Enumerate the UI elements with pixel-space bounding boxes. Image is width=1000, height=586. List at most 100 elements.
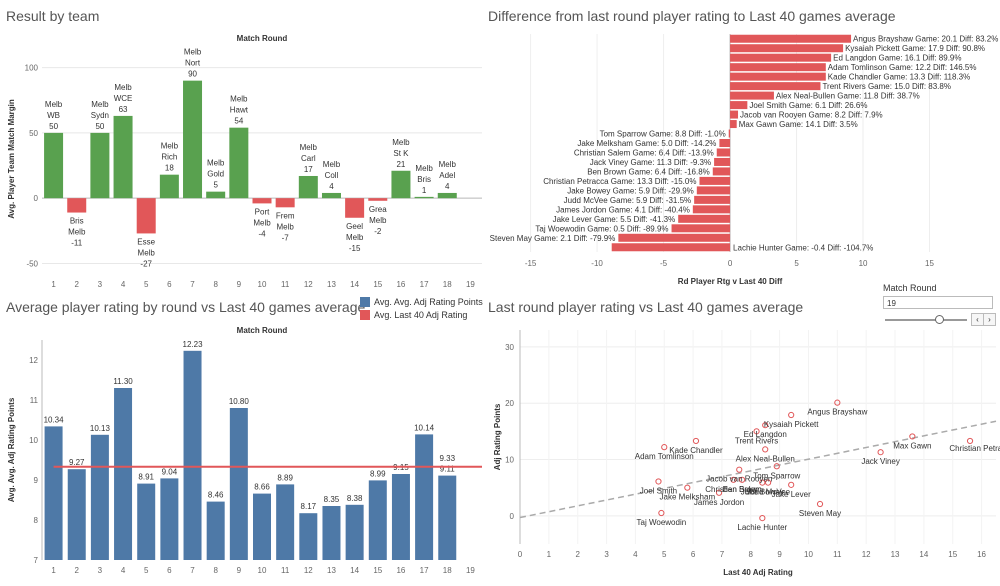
chart3-ytick: 12: [29, 356, 38, 365]
chart3-xtick: 12: [304, 566, 313, 575]
chart3-bar-label: 8.17: [301, 502, 317, 511]
chart1-bar-label: Geel: [346, 222, 363, 231]
chart2-bar-label: Trent Rivers Game: 15.0 Diff: 83.8%: [822, 82, 951, 91]
chart4-point: [762, 446, 769, 453]
chart4-point: [759, 479, 766, 486]
chart1-bar-label: Grea: [369, 205, 387, 214]
chart4-point: [788, 481, 795, 488]
chart2-bar-label: James Jordon Game: 4.1 Diff: -40.4%: [556, 205, 690, 214]
chart4-point: [684, 484, 691, 491]
chart1-bar-label: Melb: [91, 100, 109, 109]
chart2-bar: [730, 120, 737, 129]
chart3-subtitle: Match Round: [237, 326, 288, 335]
chart2-bar-label: Kade Chandler Game: 13.3 Diff: 118.3%: [828, 73, 970, 82]
chart4-xtick: 16: [977, 550, 986, 559]
chart3-bar-label: 9.27: [69, 458, 85, 467]
chart1-xtick: 11: [281, 280, 290, 289]
chart3-bar-label: 8.91: [138, 473, 154, 482]
chart1-bar-label: Bris: [70, 217, 84, 226]
chart2-bar: [678, 214, 731, 223]
chart4-ytick: 10: [505, 456, 514, 465]
chart3-xtick: 2: [75, 566, 80, 575]
chart1-ylabel: Avg. Player Team Match Margin: [7, 99, 16, 219]
chart1-xtick: 4: [121, 280, 126, 289]
chart3-bar: [322, 506, 341, 560]
chart4-ytick: 0: [510, 512, 515, 521]
chart3-bar: [183, 350, 202, 560]
chart2-bar: [714, 157, 731, 166]
chart4-xtick: 1: [547, 550, 552, 559]
chart2-bar-label: Jacob van Rooyen Game: 8.2 Diff: 7.9%: [740, 111, 883, 120]
chart3-bar-label: 10.14: [414, 423, 435, 432]
chart2-bar: [719, 139, 731, 147]
chart1-xtick: 13: [327, 280, 336, 289]
chart4-xtick: 3: [604, 550, 609, 559]
chart4-ytick: 30: [505, 343, 514, 352]
chart1-bar-label: Rich: [161, 153, 177, 162]
chart4-point-label: Christian Salem: [705, 485, 762, 494]
chart1-bar: [67, 198, 87, 213]
chart2-xtick: -10: [591, 259, 603, 268]
chart1-bar-label: Melb: [45, 100, 63, 109]
chart4-xtick: 12: [862, 550, 871, 559]
chart1-bar: [113, 115, 133, 199]
difference-chart: -15 -10 -5 0 5 10 15 Rd Player Rtg v Last 40 Di…: [490, 34, 998, 286]
chart4-point: [661, 444, 668, 451]
chart2-xtick: 15: [925, 259, 934, 268]
chart4-xtick: 15: [948, 550, 957, 559]
chart1-bar: [437, 192, 457, 199]
chart3-bar: [67, 469, 86, 560]
chart4-xtick: 11: [833, 550, 842, 559]
chart3-bar: [368, 480, 387, 560]
chart4-xtick: 6: [691, 550, 696, 559]
chart1-xtick: 18: [443, 280, 452, 289]
chart1-bar-label: Esse: [137, 237, 155, 246]
chart1-bar-label: Melb: [253, 218, 271, 227]
legend-item-last40: Avg. Last 40 Adj Rating: [360, 310, 483, 320]
chart1-xtick: 19: [466, 280, 475, 289]
chart2-bar: [730, 63, 826, 72]
chart4-point-label: Taj Woewodin: [637, 518, 687, 527]
chart3-bar: [415, 434, 434, 560]
chart2-bar: [730, 82, 821, 91]
chart3-bar-label: 12.23: [183, 340, 204, 349]
slider-knob[interactable]: [935, 315, 944, 324]
chart1-bar-label: WCE: [114, 94, 133, 103]
chart3-bar-label: 9.04: [162, 467, 178, 476]
chart2-bar-label: Jake Melksham Game: 5.0 Diff: -14.2%: [577, 139, 716, 148]
chart1-bar: [229, 127, 249, 199]
chart2-xtick: -5: [660, 259, 668, 268]
chart4-point: [730, 476, 737, 483]
chart4-xtick: 5: [662, 550, 667, 559]
chart1-bar-label: Melb: [161, 142, 179, 151]
chart3-xtick: 19: [466, 566, 475, 575]
chart1-bar-label: 5: [213, 181, 218, 190]
chart2-bar-label: Adam Tomlinson Game: 12.2 Diff: 146.5%: [828, 63, 977, 72]
chart3-xtick: 1: [51, 566, 56, 575]
chart4-xlabel: Last 40 Adj Rating: [723, 568, 793, 577]
chart1-bar-label: Melb: [138, 248, 156, 257]
chart2-bar-label: Ben Brown Game: 6.4 Diff: -16.8%: [587, 167, 710, 176]
match-round-input[interactable]: 19: [883, 296, 993, 309]
chart4-point-label: Jake Melksham: [660, 493, 716, 502]
match-round-slider[interactable]: ‹ ›: [883, 312, 996, 326]
chart4-point-label: James Jordon: [694, 498, 744, 507]
chart4-point: [877, 449, 884, 456]
chart4-point-label: Trent Rivers: [735, 436, 778, 445]
chart1-bar-label: 1: [422, 186, 427, 195]
chart1-bar: [414, 196, 434, 199]
chart2-bar: [692, 205, 731, 214]
chart1-xtick: 1: [51, 280, 56, 289]
chart4-point-label: Jake Bowey: [741, 488, 784, 497]
chart2-bar: [671, 224, 731, 233]
result-by-team-chart: Match Round -50 0 50 100 Avg. Player Team Mat…: [7, 34, 482, 289]
next-round-button[interactable]: ›: [983, 313, 996, 326]
chart1-bar-label: Port: [255, 207, 270, 216]
chart1-bar: [391, 170, 411, 199]
chart3-bar-label: 8.35: [324, 495, 340, 504]
last-round-vs-last40-title: Last round player rating vs Last 40 game…: [488, 299, 804, 315]
chart1-bar-label: -27: [140, 259, 152, 268]
chart3-bar-label: 8.38: [347, 494, 363, 503]
chart4-point: [753, 428, 760, 435]
chart3-xtick: 17: [420, 566, 429, 575]
